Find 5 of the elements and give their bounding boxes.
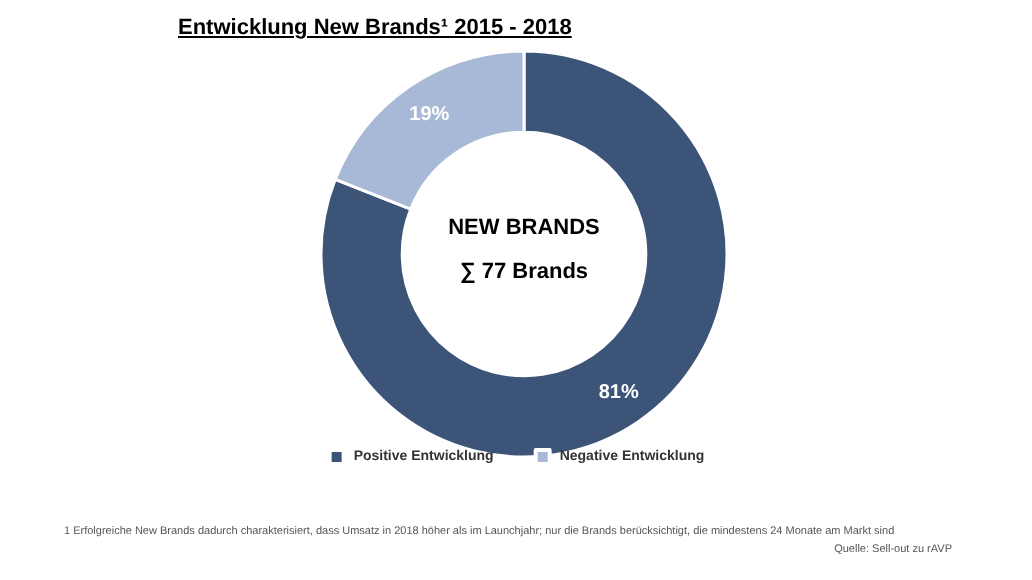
text: ∑ 77 Brands — [459, 260, 589, 284]
chart-title: Entwicklung New Brands¹ 2015 - 2018 — [178, 16, 572, 40]
data-label: 81% — [598, 382, 639, 405]
data-label: 19% — [409, 103, 450, 126]
text: NEW BRANDS — [448, 216, 600, 240]
